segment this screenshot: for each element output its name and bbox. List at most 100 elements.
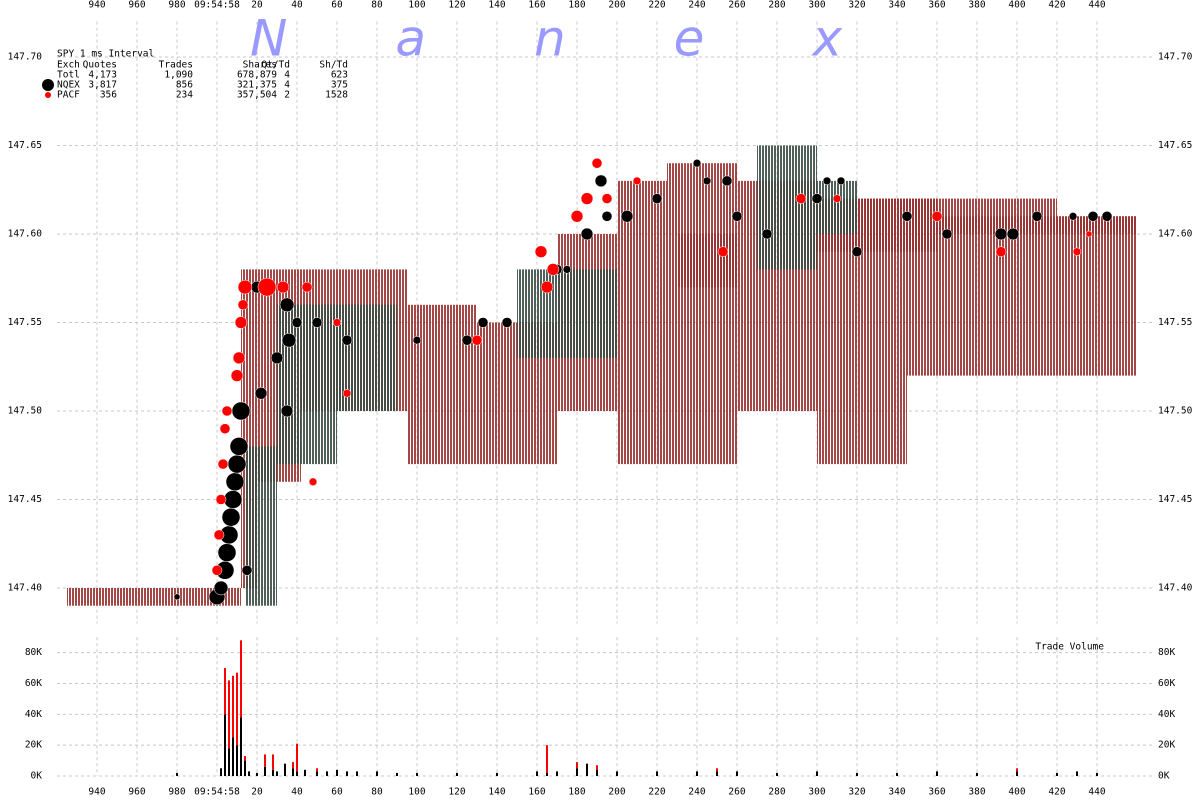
trade-dot xyxy=(632,176,642,186)
volume-bar xyxy=(316,771,318,776)
volume-bar xyxy=(596,765,598,770)
volume-bar xyxy=(936,771,938,776)
x-tick-label: 320 xyxy=(848,787,865,798)
volume-bar xyxy=(256,772,258,776)
volume-bar xyxy=(556,771,558,776)
y-tick-label-right: 147.55 xyxy=(1158,317,1192,328)
trade-dot xyxy=(342,389,352,398)
stats-cell: 3,817 xyxy=(88,80,117,91)
volume-bar xyxy=(1016,771,1018,776)
stats-cell: 4,173 xyxy=(88,70,117,81)
stats-header: Sh/Td xyxy=(319,60,348,71)
trade-dot xyxy=(211,564,223,576)
volume-bar xyxy=(1016,768,1018,772)
x-tick-label: 140 xyxy=(488,0,505,11)
stats-cell: 678,879 xyxy=(237,70,277,81)
volume-bar xyxy=(272,769,274,776)
volume-bar xyxy=(976,772,978,776)
y-tick-label: 20K xyxy=(25,740,42,751)
x-tick-label: 60 xyxy=(331,0,343,11)
x-tick-label: 100 xyxy=(408,787,425,798)
volume-bar xyxy=(716,768,718,772)
trade-dot xyxy=(173,593,181,601)
y-tick-label-right: 60K xyxy=(1158,678,1175,689)
trade-dot xyxy=(232,351,246,365)
x-tick-label: 340 xyxy=(888,787,905,798)
trade-dot xyxy=(580,227,594,241)
y-tick-label: 60K xyxy=(25,678,42,689)
x-tick-label: 440 xyxy=(1088,787,1105,798)
x-tick-label: 280 xyxy=(768,0,785,11)
x-tick-label: 100 xyxy=(408,0,425,11)
quote-band xyxy=(817,180,857,234)
volume-bar xyxy=(346,771,348,776)
volume-bar xyxy=(546,772,548,776)
volume-bar xyxy=(264,766,266,776)
text-layer: SPY 1 ms Interval Nanex Trade Volume 940… xyxy=(8,0,1193,798)
x-tick-label: 120 xyxy=(448,787,465,798)
y-tick-label: 147.70 xyxy=(8,52,43,63)
quote-band xyxy=(517,269,617,358)
stats-header: Shares xyxy=(243,60,277,71)
trade-dot xyxy=(217,458,229,470)
trade-dot xyxy=(213,580,229,596)
quote-band xyxy=(617,180,667,465)
trade-dot xyxy=(237,279,253,295)
trade-dot xyxy=(702,176,712,186)
volume-bar xyxy=(224,668,226,715)
trade-dot xyxy=(546,263,560,276)
volume-bar xyxy=(296,771,298,776)
trade-dot xyxy=(836,176,846,186)
quote-band xyxy=(1057,216,1137,376)
y-tick-label: 40K xyxy=(25,709,42,720)
x-tick-label: 220 xyxy=(648,787,665,798)
y-tick-label: 147.55 xyxy=(8,317,42,328)
trade-dot xyxy=(721,175,733,187)
y-tick-label: 147.60 xyxy=(8,229,43,240)
stats-cell: 2 xyxy=(284,90,290,101)
volume-bar xyxy=(244,760,246,776)
trade-dot xyxy=(227,454,247,474)
x-tick-label: 400 xyxy=(1008,0,1025,11)
trade-dot xyxy=(234,316,248,329)
quote-band xyxy=(407,304,477,465)
x-tick-label: 160 xyxy=(528,0,545,11)
volume-bar xyxy=(336,769,338,776)
x-tick-label: 960 xyxy=(128,0,145,11)
volume-bar xyxy=(284,763,286,776)
x-tick-label: 260 xyxy=(728,787,745,798)
volume-bar xyxy=(1096,772,1098,776)
x-tick-label: 20 xyxy=(251,787,263,798)
volume-bar xyxy=(248,771,250,776)
volume-bar xyxy=(236,672,238,746)
trade-dot xyxy=(237,299,249,311)
legend-marker xyxy=(42,79,54,91)
x-tick-label: 160 xyxy=(528,787,545,798)
trade-dot xyxy=(822,176,832,186)
mark-layer xyxy=(173,157,1113,776)
x-tick-label: 200 xyxy=(608,787,625,798)
stats-cell: 1,090 xyxy=(164,70,193,81)
y-tick-label-right: 147.40 xyxy=(1158,583,1193,594)
stats-header: Qt/Td xyxy=(261,60,290,71)
watermark: Nanex xyxy=(250,10,950,68)
quote-band xyxy=(937,216,1137,234)
trade-dot xyxy=(501,317,513,328)
y-tick-label-right: 147.60 xyxy=(1158,229,1193,240)
y-tick-label: 147.45 xyxy=(8,494,42,505)
x-tick-label: 200 xyxy=(608,0,625,11)
volume-bar xyxy=(244,755,246,761)
volume-bar xyxy=(496,772,498,776)
y-tick-label: 80K xyxy=(25,647,42,658)
x-tick-label: 320 xyxy=(848,0,865,11)
trade-dot xyxy=(279,297,295,313)
volume-bar xyxy=(856,772,858,776)
x-tick-label: 220 xyxy=(648,0,665,11)
quote-band xyxy=(67,588,241,606)
trade-dot xyxy=(332,318,342,327)
x-tick-label: 420 xyxy=(1048,0,1065,11)
x-tick-label: 360 xyxy=(928,787,945,798)
x-tick-label: 380 xyxy=(968,0,985,11)
volume-bar xyxy=(296,743,298,772)
